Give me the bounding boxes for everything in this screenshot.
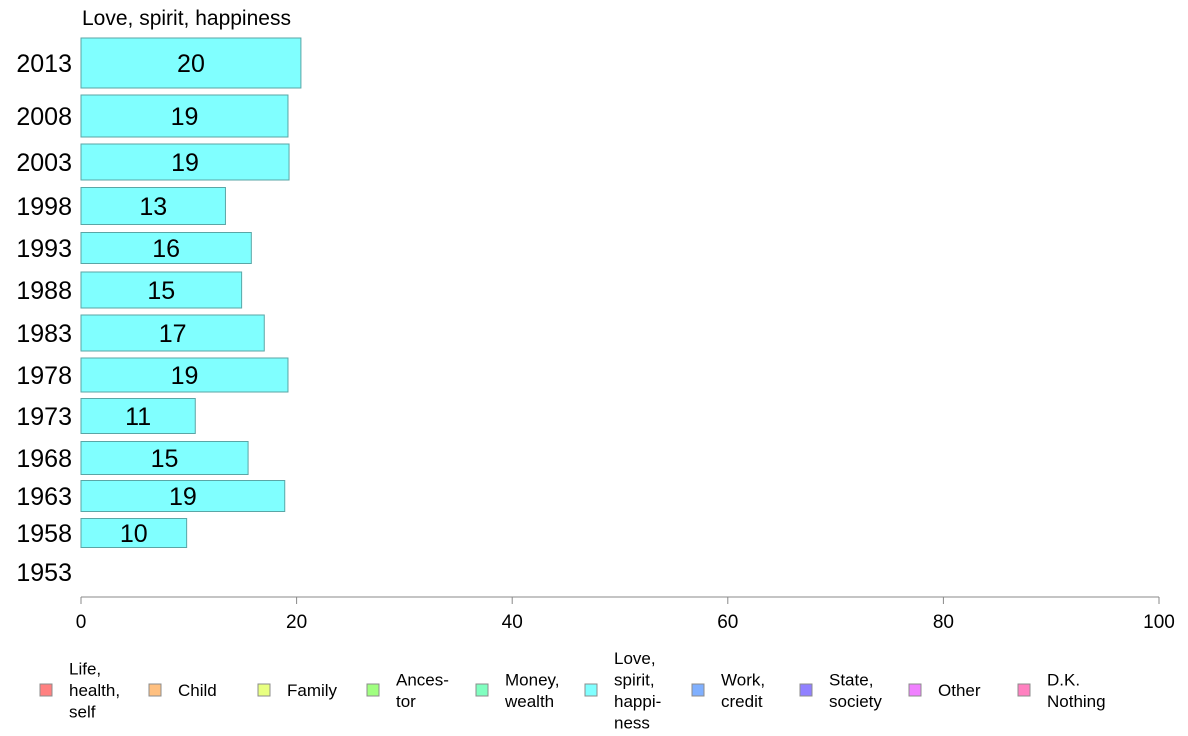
legend-item-2: Family xyxy=(257,681,338,700)
year-label-2013: 2013 xyxy=(16,50,72,78)
legend-label: Work, credit xyxy=(721,670,765,711)
bars: 2013 20 2008 19 2003 19 1998 13 1993 16 1988 15 1983… xyxy=(16,37,302,587)
bar-2008 xyxy=(80,94,289,138)
x-tick-label-0: 0 xyxy=(76,612,87,633)
legend-swatch xyxy=(691,683,705,697)
bar-1998 xyxy=(80,187,226,225)
legend-label: Other xyxy=(938,681,981,700)
legend-label: D.K. Nothing xyxy=(1047,670,1106,711)
legend-item-0: Life, health, self xyxy=(39,660,120,722)
legend-item-1: Child xyxy=(148,681,217,700)
legend-label-line: credit xyxy=(721,692,763,711)
year-label-1963: 1963 xyxy=(16,483,72,511)
value-label-1983: 17 xyxy=(159,320,187,348)
legend-swatch xyxy=(257,683,271,697)
x-tick-label-100: 100 xyxy=(1143,612,1175,633)
legend-label: Money, wealth xyxy=(504,670,560,711)
legend-label-line: Work, xyxy=(721,670,765,689)
value-label-1993: 16 xyxy=(152,235,180,263)
legend-label-line: happi- xyxy=(614,692,661,711)
value-label-2003: 19 xyxy=(171,149,199,177)
legend-label-line: spirit, xyxy=(614,670,655,689)
legend-label-line: tor xyxy=(396,692,416,711)
chart-title: Love, spirit, happiness xyxy=(82,7,291,30)
value-label-1958: 10 xyxy=(120,520,148,548)
bar-1983 xyxy=(80,314,265,352)
x-tick-label-60: 60 xyxy=(717,612,738,633)
value-label-2013: 20 xyxy=(177,50,205,78)
bar-1993 xyxy=(80,232,252,264)
legend-item-9: D.K. Nothing xyxy=(1017,670,1106,711)
x-axis: 0 20 40 60 80 100 xyxy=(76,596,1175,633)
x-tick-label-80: 80 xyxy=(933,612,954,633)
legend-item-8: Other xyxy=(908,681,981,700)
legend-label-line: ness xyxy=(614,713,650,732)
legend-item-3: Ances-tor xyxy=(366,670,449,711)
legend-label-line: Life, xyxy=(69,660,101,679)
year-label-1988: 1988 xyxy=(16,277,72,305)
value-label-1968: 15 xyxy=(151,445,179,473)
year-label-1983: 1983 xyxy=(16,320,72,348)
year-label-2008: 2008 xyxy=(16,103,72,131)
value-label-1988: 15 xyxy=(147,277,175,305)
value-label-1978: 19 xyxy=(171,362,199,390)
value-label-1998: 13 xyxy=(139,193,167,221)
legend-item-7: State, society xyxy=(799,670,882,711)
year-label-1968: 1968 xyxy=(16,445,72,473)
bar-1973 xyxy=(80,398,196,434)
legend-swatch xyxy=(799,683,813,697)
legend-label-line: State, xyxy=(829,670,873,689)
value-label-1973: 11 xyxy=(125,403,151,431)
legend-label-line: wealth xyxy=(504,692,554,711)
bar-1988 xyxy=(80,271,243,309)
bar-1968 xyxy=(80,441,249,475)
legend-label-line: Ances- xyxy=(396,670,449,689)
legend-label-line: Family xyxy=(287,681,338,700)
legend-swatch xyxy=(908,683,922,697)
value-label-2008: 19 xyxy=(171,103,199,131)
legend-swatch xyxy=(584,683,598,697)
legend-label: Life, health, self xyxy=(69,660,120,722)
x-tick-label-40: 40 xyxy=(502,612,523,633)
bar-1978 xyxy=(80,357,289,393)
legend-swatch xyxy=(366,683,380,697)
legend-label-line: Nothing xyxy=(1047,692,1106,711)
legend-label: Ances-tor xyxy=(396,670,449,711)
legend-label-line: Child xyxy=(178,681,217,700)
legend-label-line: society xyxy=(829,692,882,711)
bar-1958 xyxy=(80,518,188,548)
legend-label-line: Other xyxy=(938,681,981,700)
legend-label-line: Money, xyxy=(505,670,560,689)
value-label-1963: 19 xyxy=(169,483,197,511)
year-label-1953: 1953 xyxy=(16,559,72,587)
legend-label: State, society xyxy=(829,670,882,711)
year-label-1973: 1973 xyxy=(16,403,72,431)
bar-1963 xyxy=(80,480,286,512)
legend-label: Family xyxy=(287,681,338,700)
year-label-1978: 1978 xyxy=(16,362,72,390)
x-tick-label-20: 20 xyxy=(286,612,307,633)
legend-item-6: Work, credit xyxy=(691,670,765,711)
year-label-1993: 1993 xyxy=(16,235,72,263)
legend-swatch xyxy=(1017,683,1031,697)
year-label-1998: 1998 xyxy=(16,193,72,221)
legend-item-4: Money, wealth xyxy=(475,670,560,711)
legend-swatch xyxy=(475,683,489,697)
legend-label-line: self xyxy=(69,703,96,722)
legend-label-line: Love, xyxy=(614,649,656,668)
year-label-1958: 1958 xyxy=(16,520,72,548)
legend-label: Love, spirit, happi-ness xyxy=(614,649,661,733)
legend-label-line: health, xyxy=(69,681,120,700)
bar-2003 xyxy=(80,143,290,181)
year-label-2003: 2003 xyxy=(16,149,72,177)
legend-swatch xyxy=(148,683,162,697)
legend-swatch xyxy=(39,683,53,697)
legend-label: Child xyxy=(178,681,217,700)
bar-2013 xyxy=(80,37,302,89)
legend: Life, health, self Child Family Ances-tor Mone… xyxy=(39,649,1106,733)
legend-label-line: D.K. xyxy=(1047,670,1080,689)
legend-item-5: Love, spirit, happi-ness xyxy=(584,649,661,733)
